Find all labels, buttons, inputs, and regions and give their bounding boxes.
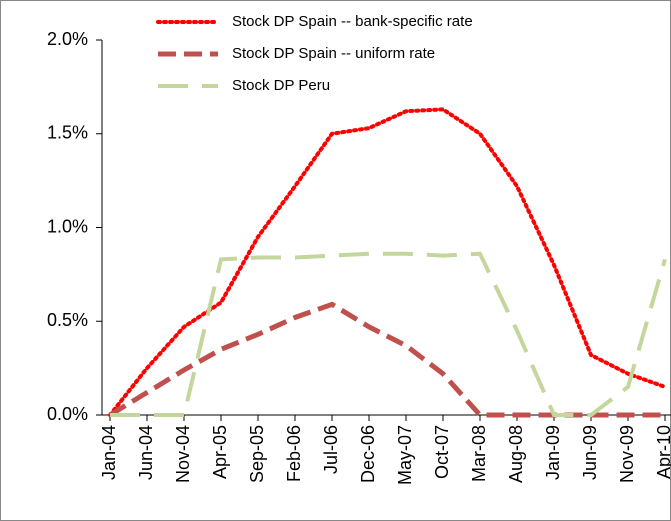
series-line <box>108 107 667 417</box>
x-tick-label: Dec-06 <box>358 425 378 483</box>
y-tick-label: 0.0% <box>47 404 88 424</box>
x-tick-label: Jul-06 <box>321 425 341 474</box>
x-tick-label: Oct-07 <box>432 425 452 479</box>
legend-label: Stock DP Spain -- uniform rate <box>232 45 435 62</box>
x-tick-label: Aug-08 <box>506 425 526 483</box>
x-tick-label: Sep-05 <box>247 425 267 483</box>
x-tick-label: Nov-04 <box>173 425 193 483</box>
x-tick-label: Jan-04 <box>99 425 119 480</box>
x-tick-label: Jan-09 <box>543 425 563 480</box>
y-tick-label: 1.0% <box>47 216 88 236</box>
x-tick-label: Nov-09 <box>617 425 637 483</box>
legend-label: Stock DP Peru <box>232 77 330 94</box>
series-line <box>110 251 667 417</box>
y-tick-label: 1.5% <box>47 123 88 143</box>
y-tick-label: 2.0% <box>47 29 88 49</box>
x-tick-label: Jun-09 <box>580 425 600 480</box>
x-tick-label: Mar-08 <box>469 425 489 482</box>
legend-label: Stock DP Spain -- bank-specific rate <box>232 13 473 30</box>
y-tick-label: 0.5% <box>47 310 88 330</box>
x-tick-label: May-07 <box>395 425 415 485</box>
x-tick-label: Apr-05 <box>210 425 230 479</box>
x-tick-label: Jun-04 <box>136 425 156 480</box>
x-tick-label: Feb-06 <box>284 425 304 482</box>
x-tick-label: Apr-10 <box>654 425 671 479</box>
